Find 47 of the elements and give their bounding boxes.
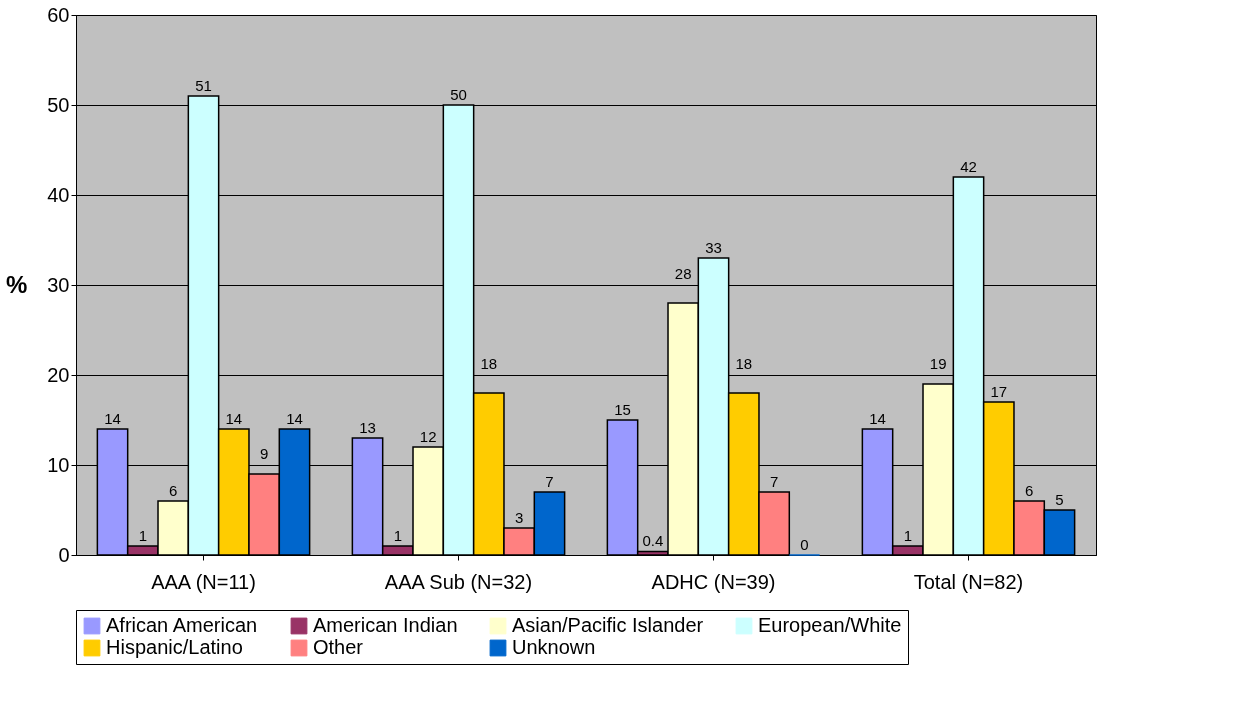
x-tick-label: ADHC (N=39): [651, 570, 776, 593]
y-tick-label: 0: [58, 543, 70, 566]
x-tick-label: Total (N=82): [913, 570, 1024, 593]
data-label: 1: [903, 527, 913, 544]
data-label: 18: [480, 355, 498, 372]
data-label: 19: [929, 355, 947, 372]
x-tick-label: AAA (N=11): [151, 570, 256, 593]
data-label: 50: [450, 86, 467, 103]
x-tick-label: AAA Sub (N=32): [384, 570, 533, 593]
data-label: 14: [104, 410, 121, 427]
data-label: 6: [1024, 482, 1034, 499]
y-tick-label: 30: [47, 273, 70, 296]
data-label: 6: [169, 482, 178, 499]
data-label: 3: [514, 509, 524, 526]
y-tick-label: 50: [47, 93, 70, 116]
y-tick-label: 40: [47, 183, 70, 206]
data-label: 14: [869, 410, 886, 427]
data-label: 42: [960, 158, 977, 175]
data-label: 7: [545, 473, 554, 490]
data-label: 14: [286, 410, 303, 427]
legend-label: Asian/Pacific Islander: [512, 614, 704, 636]
legend-label: American Indian: [313, 614, 458, 636]
data-label: 12: [419, 428, 437, 445]
data-label: 18: [735, 355, 753, 372]
y-tick-label: 10: [47, 453, 70, 476]
data-label: 17: [990, 383, 1008, 400]
legend-label: European/White: [758, 614, 902, 636]
data-label: 1: [138, 527, 148, 544]
data-label: 15: [614, 401, 631, 418]
legend-label: Other: [313, 636, 364, 658]
data-label: 13: [359, 419, 376, 436]
legend-label: African American: [106, 614, 258, 636]
data-label: 28: [674, 265, 692, 282]
legend-label: Unknown: [512, 636, 596, 658]
y-tick-label: 60: [47, 3, 70, 26]
data-label: 5: [1055, 491, 1064, 508]
legend-label: Hispanic/Latino: [106, 636, 243, 658]
data-label: 51: [195, 77, 212, 94]
data-label: 0: [800, 536, 809, 553]
y-tick-label: 20: [47, 363, 70, 386]
data-label: 9: [259, 445, 269, 462]
data-label: 33: [705, 239, 722, 256]
y-axis-title: %: [5, 270, 28, 298]
data-label: 1: [393, 527, 403, 544]
data-label: 0.4: [642, 532, 664, 550]
data-label: 14: [225, 410, 243, 427]
data-label: 7: [769, 473, 779, 490]
